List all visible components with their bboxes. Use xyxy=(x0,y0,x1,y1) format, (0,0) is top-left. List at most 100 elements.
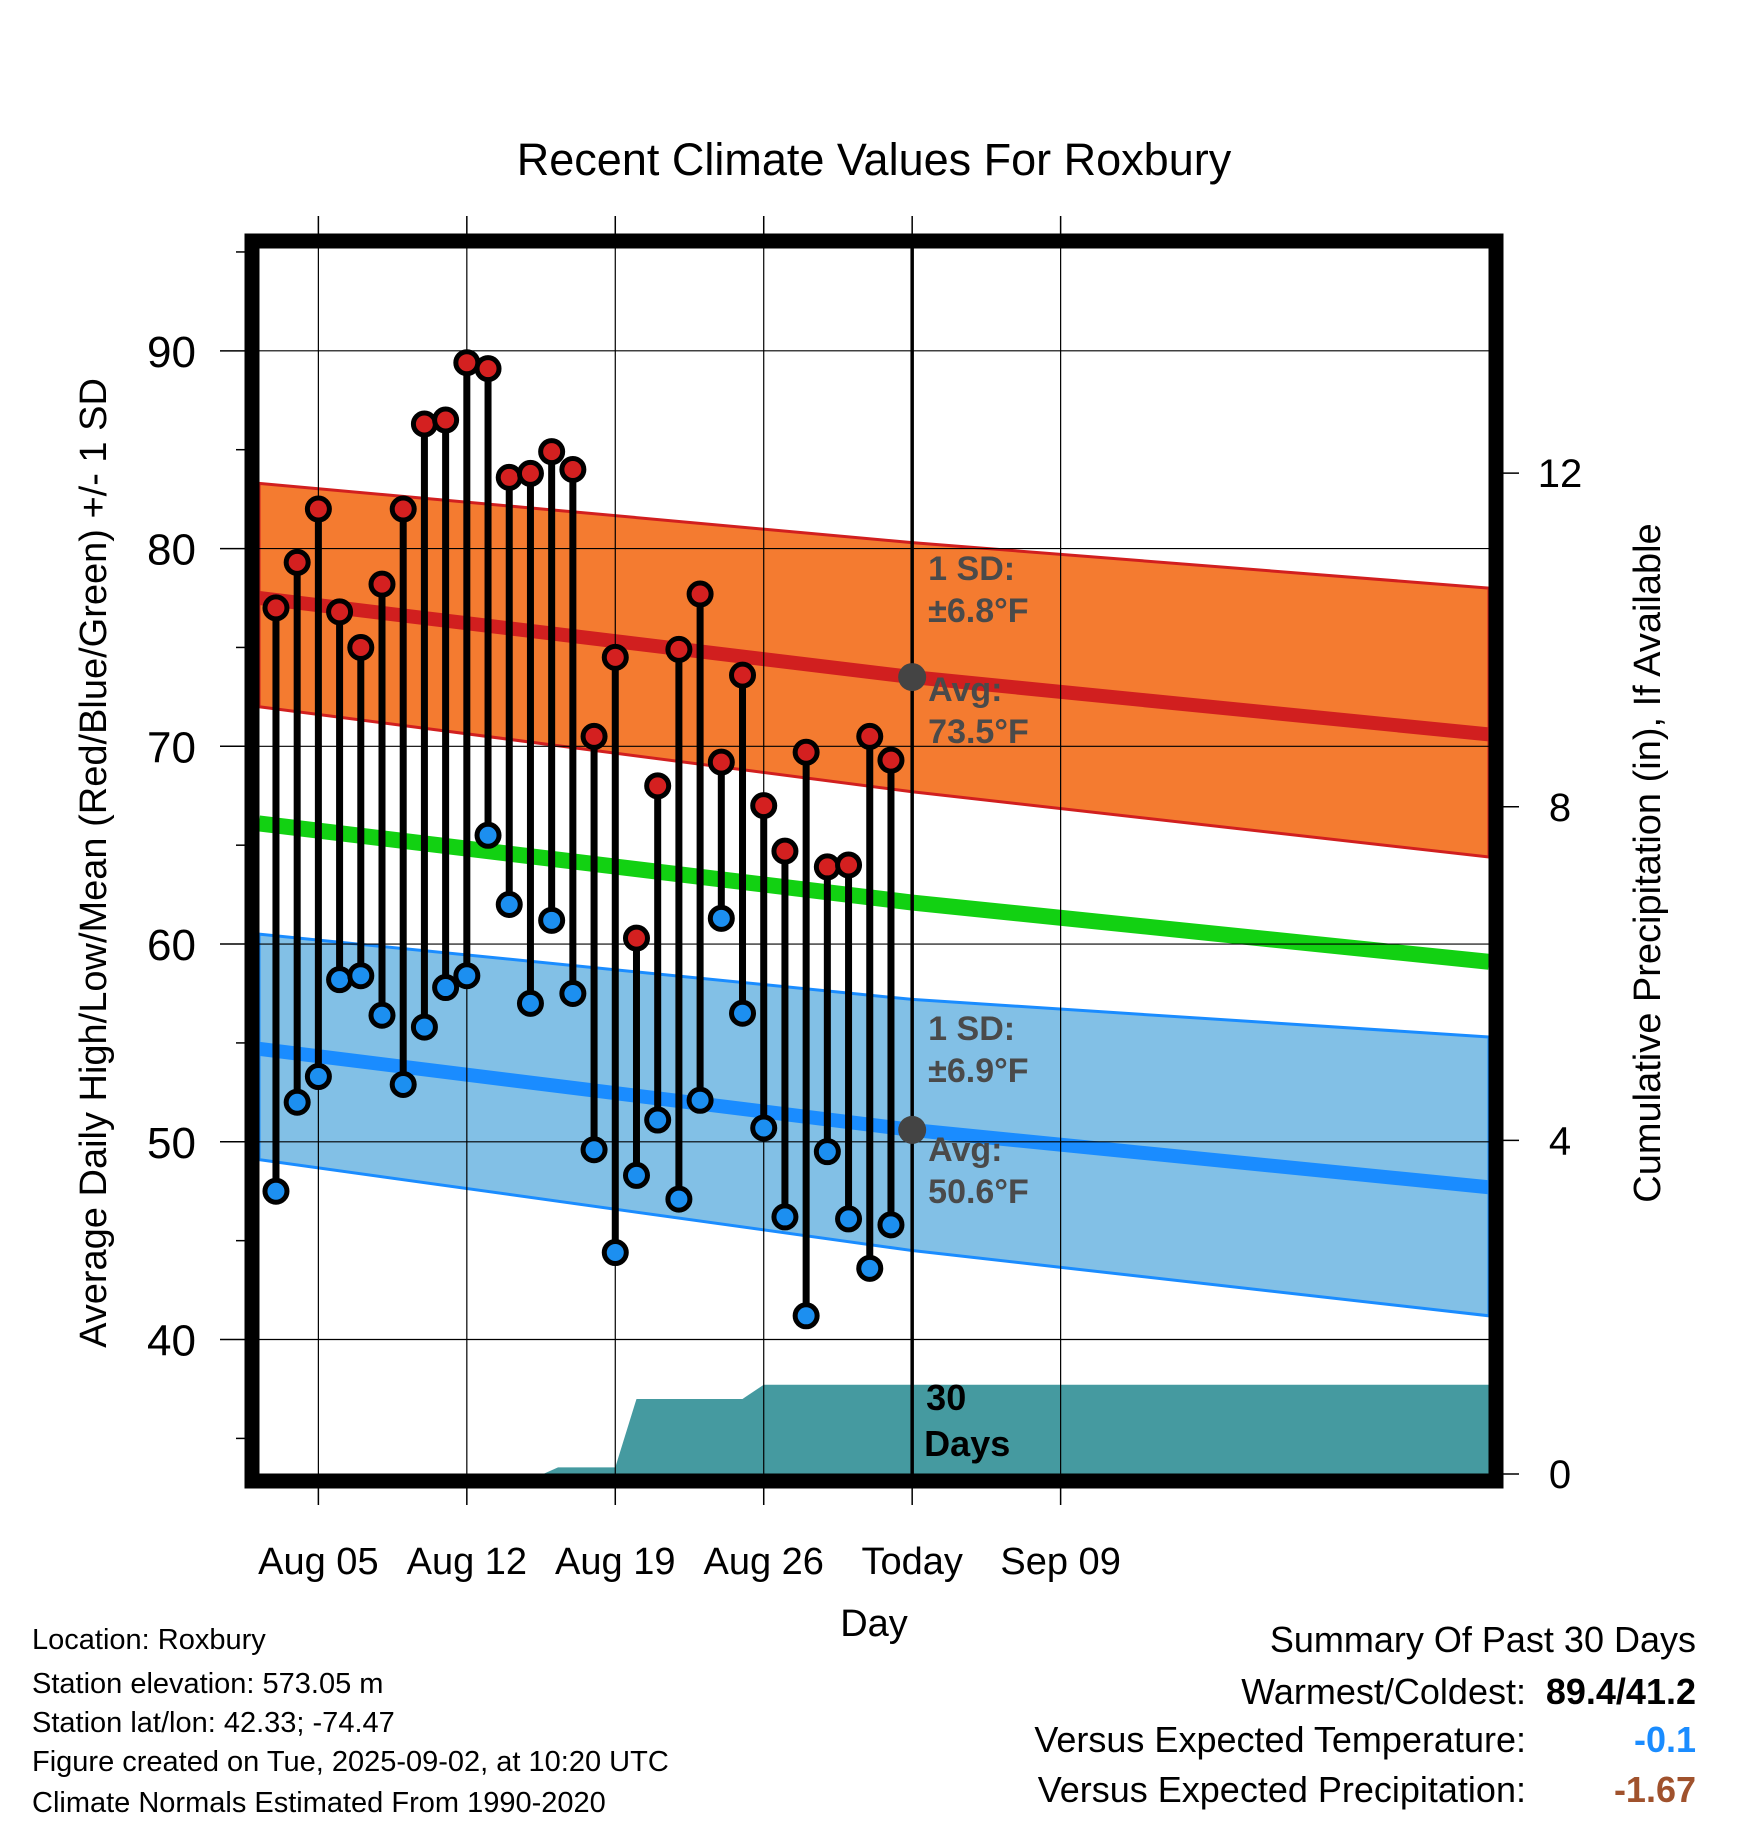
high-point xyxy=(729,661,757,689)
high-point xyxy=(665,635,693,663)
y2-axis-label: Cumulative Precipitation (in), If Availa… xyxy=(1627,523,1669,1202)
days-word: Days xyxy=(924,1423,1010,1464)
high-point xyxy=(347,633,375,661)
temp-label: Versus Expected Temperature: xyxy=(1034,1719,1526,1760)
low-point xyxy=(750,1114,778,1142)
precip-area xyxy=(259,1384,1489,1474)
low-point xyxy=(644,1106,672,1134)
high-point xyxy=(771,837,799,865)
summary-title: Summary Of Past 30 Days xyxy=(1269,1619,1696,1660)
y-tick-label: 60 xyxy=(147,921,196,970)
low-point xyxy=(474,821,502,849)
high-point xyxy=(474,355,502,383)
high-point xyxy=(368,570,396,598)
location-text: Location: Roxbury xyxy=(32,1624,266,1656)
high-point xyxy=(580,722,608,750)
low-sd-title: 1 SD: xyxy=(928,1010,1015,1048)
chart-title: Recent Climate Values For Roxbury xyxy=(517,134,1232,185)
elevation-text: Station elevation: 573.05 m xyxy=(32,1668,384,1700)
high-point xyxy=(453,349,481,377)
high-point xyxy=(410,410,438,438)
summary-precip-row: Versus Expected Precipitation: -1.67 xyxy=(1038,1772,1696,1808)
high-sd-value: ±6.8°F xyxy=(928,592,1028,630)
x-tick-label: Today xyxy=(861,1541,962,1583)
low-avg-marker xyxy=(898,1115,927,1144)
high-point xyxy=(707,748,735,776)
temp-value: -0.1 xyxy=(1633,1719,1696,1760)
high-point xyxy=(304,495,332,523)
low-point xyxy=(729,999,757,1027)
low-point xyxy=(792,1302,820,1330)
days-number: 30 xyxy=(926,1377,966,1418)
low-point xyxy=(389,1070,417,1098)
high-point xyxy=(326,598,354,626)
low-point xyxy=(856,1254,884,1282)
high-point xyxy=(686,580,714,608)
high-point xyxy=(644,772,672,800)
y-axis-label: Average Daily High/Low/Mean (Red/Blue/Gr… xyxy=(73,378,115,1348)
low-point xyxy=(665,1185,693,1213)
high-point xyxy=(432,406,460,434)
y2-tick-label: 12 xyxy=(1538,452,1583,496)
high-avg-title: Avg: xyxy=(928,671,1002,709)
low-point xyxy=(559,979,587,1007)
high-point xyxy=(622,924,650,952)
warmest-value: 89.4/41.2 xyxy=(1545,1671,1696,1712)
summary-warmest-row: Warmest/Coldest: 89.4/41.2 xyxy=(1241,1674,1696,1710)
y-tick-label: 40 xyxy=(147,1317,196,1366)
low-point xyxy=(813,1138,841,1166)
high-point xyxy=(601,643,629,671)
x-tick-label: Aug 26 xyxy=(703,1541,823,1583)
high-point xyxy=(813,853,841,881)
x-tick-label: Aug 05 xyxy=(258,1541,378,1583)
y-tick-label: 90 xyxy=(147,328,196,377)
low-point xyxy=(516,989,544,1017)
x-axis-label: Day xyxy=(840,1603,908,1645)
low-avg-value: 50.6°F xyxy=(928,1173,1029,1211)
low-point xyxy=(835,1205,863,1233)
low-point xyxy=(304,1063,332,1091)
high-point xyxy=(516,459,544,487)
plot-frame xyxy=(244,233,1504,1489)
high-point xyxy=(538,438,566,466)
y2-tick-label: 8 xyxy=(1549,786,1571,830)
high-point xyxy=(283,548,311,576)
low-point xyxy=(347,962,375,990)
precip-label: Versus Expected Precipitation: xyxy=(1037,1769,1526,1810)
low-point xyxy=(538,906,566,934)
y-tick-label: 50 xyxy=(147,1119,196,1168)
low-point xyxy=(622,1161,650,1189)
low-point xyxy=(877,1211,905,1239)
low-point xyxy=(601,1239,629,1267)
y-tick-label: 80 xyxy=(147,526,196,575)
normals-text: Climate Normals Estimated From 1990-2020 xyxy=(32,1787,606,1819)
low-point xyxy=(686,1086,714,1114)
high-avg-value: 73.5°F xyxy=(928,713,1029,751)
low-point xyxy=(771,1203,799,1231)
low-point xyxy=(453,962,481,990)
low-point xyxy=(262,1177,290,1205)
low-point xyxy=(432,974,460,1002)
low-point xyxy=(707,904,735,932)
high-point xyxy=(835,851,863,879)
y2-tick-label: 4 xyxy=(1549,1119,1571,1163)
y2-tick-label: 0 xyxy=(1549,1453,1571,1497)
latlon-text: Station lat/lon: 42.33; -74.47 xyxy=(32,1707,395,1739)
low-point xyxy=(410,1013,438,1041)
y-tick-label: 70 xyxy=(147,723,196,772)
high-point xyxy=(792,738,820,766)
created-text: Figure created on Tue, 2025-09-02, at 10… xyxy=(32,1746,669,1778)
warmest-label: Warmest/Coldest: xyxy=(1241,1671,1526,1712)
low-point xyxy=(283,1088,311,1116)
low-point xyxy=(326,966,354,994)
high-point xyxy=(262,594,290,622)
high-point xyxy=(389,495,417,523)
summary-temp-row: Versus Expected Temperature: -0.1 xyxy=(1034,1722,1696,1758)
x-tick-label: Sep 09 xyxy=(1000,1541,1120,1583)
low-sd-value: ±6.9°F xyxy=(928,1052,1028,1090)
high-point xyxy=(856,722,884,750)
high-point xyxy=(877,746,905,774)
high-point xyxy=(559,455,587,483)
low-point xyxy=(495,891,523,919)
x-tick-label: Aug 12 xyxy=(407,1541,527,1583)
